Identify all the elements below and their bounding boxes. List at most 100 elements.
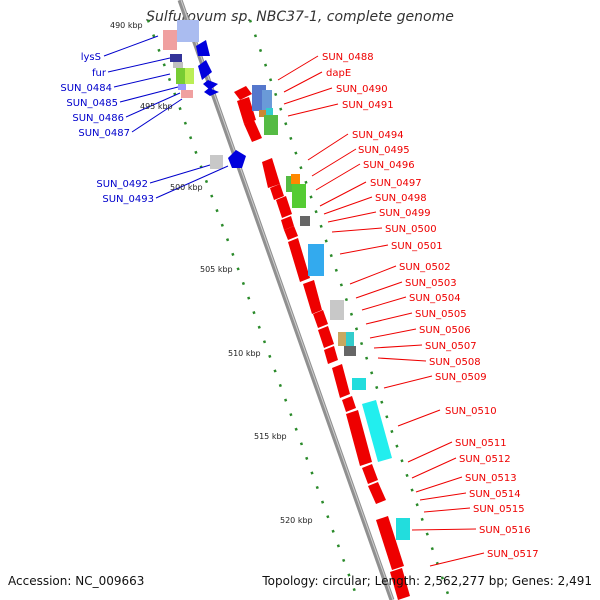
cds-0507 xyxy=(346,332,354,346)
cds-0506 xyxy=(338,332,346,346)
gene-label-0490: SUN_0490 xyxy=(336,84,388,95)
gene-label-0510: SUN_0510 xyxy=(445,406,497,417)
gene-label-0499: SUN_0499 xyxy=(379,208,431,219)
cds-red-b xyxy=(270,184,284,200)
leader-dapE xyxy=(283,71,323,93)
cds-0488 xyxy=(234,86,252,100)
genome-backbone xyxy=(177,0,395,600)
gene-label-0500: SUN_0500 xyxy=(385,224,437,235)
gene-label-0505: SUN_0505 xyxy=(415,309,467,320)
tick-500kbp: 500 kbp xyxy=(170,183,203,192)
tick-515kbp: 515 kbp xyxy=(254,432,287,441)
leader-0491 xyxy=(287,103,339,117)
cds-0491-a xyxy=(259,110,266,117)
gene-label-0502: SUN_0502 xyxy=(399,262,451,273)
gene-label-0488: SUN_0488 xyxy=(322,52,374,63)
cds-0509 xyxy=(352,378,366,390)
leader-0503 xyxy=(355,281,403,299)
leader-0500 xyxy=(331,227,383,233)
leader-0488 xyxy=(277,55,319,81)
right-leader-lines xyxy=(277,55,485,567)
left-gene-labels: lysS fur SUN_0484 SUN_0485 SUN_0486 SUN_… xyxy=(60,52,154,205)
cds-lysS xyxy=(163,30,177,50)
gene-label-0503: SUN_0503 xyxy=(405,278,457,289)
cds-0494 xyxy=(262,158,280,188)
gene-label-0492: SUN_0492 xyxy=(96,179,148,190)
cds-green-a xyxy=(264,115,278,135)
leader-lysS xyxy=(103,35,159,57)
cds-red-n xyxy=(362,464,378,484)
topology-text: Topology: circular; Length: 2,562,277 bp… xyxy=(262,574,592,588)
cds-0484 xyxy=(176,68,185,84)
leader-0511 xyxy=(407,441,453,463)
gene-label-0501: SUN_0501 xyxy=(391,241,443,252)
cds-red-m xyxy=(346,410,372,466)
leader-0507 xyxy=(373,344,423,349)
leader-0510 xyxy=(397,409,441,427)
cds-0491 xyxy=(266,108,273,116)
gene-label-0512: SUN_0512 xyxy=(459,454,511,465)
gene-label-0504: SUN_0504 xyxy=(409,293,461,304)
gene-label-0513: SUN_0513 xyxy=(465,473,517,484)
leader-0493 xyxy=(155,165,229,199)
cds-blue-2 xyxy=(198,60,212,80)
cds-0510 xyxy=(362,400,392,462)
cds-red-p xyxy=(376,516,404,570)
gene-label-0486: SUN_0486 xyxy=(72,113,124,124)
leader-0516 xyxy=(411,528,477,531)
cds-red-j xyxy=(324,346,338,364)
gene-label-0511: SUN_0511 xyxy=(455,438,507,449)
gene-label-lysS: lysS xyxy=(81,52,101,63)
leader-0494 xyxy=(307,133,349,161)
leader-0508 xyxy=(377,357,427,362)
gene-label-0507: SUN_0507 xyxy=(425,341,477,352)
gene-label-0494: SUN_0494 xyxy=(352,130,404,141)
tick-490kbp: 490 kbp xyxy=(110,21,143,30)
cds-red-a xyxy=(244,120,262,142)
tick-495kbp: 495 kbp xyxy=(140,102,173,111)
gene-label-0485: SUN_0485 xyxy=(66,98,118,109)
right-gene-labels: SUN_0488 dapE SUN_0490 SUN_0491 SUN_0494… xyxy=(322,52,539,560)
cds-0508 xyxy=(344,346,356,356)
cds-fur-b xyxy=(173,62,183,68)
map-title: Sulfurovum sp. NBC37-1, complete genome xyxy=(146,9,454,25)
gene-label-0497: SUN_0497 xyxy=(370,178,422,189)
leader-0504 xyxy=(361,296,407,311)
cds-red-h xyxy=(313,310,328,328)
cds-0492 xyxy=(210,155,223,169)
gene-label-0516: SUN_0516 xyxy=(479,525,531,536)
gene-label-0515: SUN_0515 xyxy=(473,504,525,515)
tick-520kbp: 520 kbp xyxy=(280,516,313,525)
leader-0499 xyxy=(327,211,377,223)
minus-strand-genes xyxy=(163,20,246,169)
gene-label-0506: SUN_0506 xyxy=(419,325,471,336)
leader-0502 xyxy=(349,265,397,285)
accession-text: Accession: NC_009663 xyxy=(8,574,145,588)
cds-blue-1 xyxy=(196,40,210,56)
cds-fur xyxy=(170,54,182,62)
cds-red-e xyxy=(284,226,298,240)
cds-red-o xyxy=(368,482,386,504)
gene-label-0487: SUN_0487 xyxy=(78,128,130,139)
cds-red-q xyxy=(390,568,410,600)
leader-0490 xyxy=(283,87,333,105)
gene-label-0508: SUN_0508 xyxy=(429,357,481,368)
cds-red-f xyxy=(288,238,310,282)
cds-0486 xyxy=(178,84,186,90)
kbp-tick-labels: 490 kbp 495 kbp 500 kbp 505 kbp 510 kbp … xyxy=(110,21,313,525)
tick-505kbp: 505 kbp xyxy=(200,265,233,274)
leader-0513 xyxy=(415,476,463,493)
cds-0485 xyxy=(185,68,194,84)
leader-0512 xyxy=(411,457,457,479)
cds-0496 xyxy=(291,174,300,184)
gene-label-fur: fur xyxy=(92,68,107,79)
backbone-highlight xyxy=(180,0,394,600)
cds-red-d xyxy=(281,216,294,230)
cds-blue-3 xyxy=(203,80,218,90)
plus-strand-genes xyxy=(234,85,410,600)
cds-lysS-ext xyxy=(177,20,199,42)
leader-0506 xyxy=(369,328,417,339)
leader-0501 xyxy=(339,244,389,255)
leader-0497 xyxy=(319,181,367,207)
